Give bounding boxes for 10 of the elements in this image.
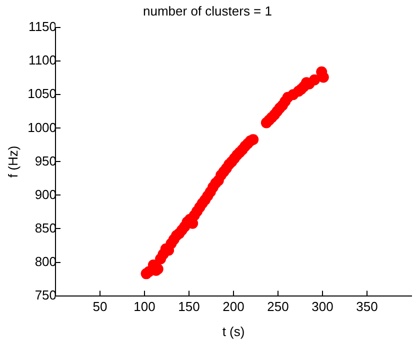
x-tick-label: 150 bbox=[178, 299, 200, 314]
x-tick-label: 300 bbox=[312, 299, 334, 314]
x-tick-label: 50 bbox=[92, 299, 108, 314]
y-axis-title: f (Hz) bbox=[5, 146, 20, 178]
x-tick-label: 350 bbox=[356, 299, 378, 314]
chart-title: number of clusters = 1 bbox=[143, 3, 272, 18]
x-axis-title: t (s) bbox=[222, 324, 245, 339]
x-tick-label: 250 bbox=[267, 299, 289, 314]
x-tick-label: 200 bbox=[222, 299, 244, 314]
x-tick-label: 100 bbox=[134, 299, 156, 314]
